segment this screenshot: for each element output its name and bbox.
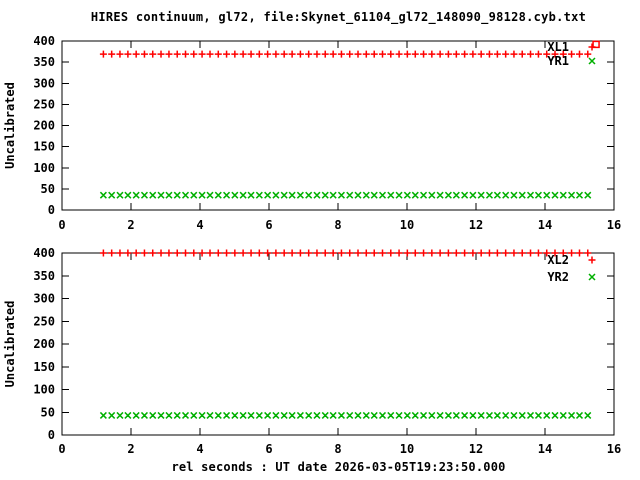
plot-frame (61, 252, 615, 436)
axis-ticks (61, 252, 615, 436)
x-tick-label: 12 (469, 442, 483, 456)
x-tick-label: 16 (607, 218, 621, 232)
legend-entry-YR1: YR1 (547, 54, 596, 68)
y-tick-label: 400 (33, 34, 55, 48)
y-axis-label: Uncalibrated (3, 301, 17, 388)
x-tick-label: 10 (400, 218, 414, 232)
x-tick-label: 10 (400, 442, 414, 456)
series-YR2 (99, 411, 592, 419)
x-tick-label: 6 (265, 442, 272, 456)
y-tick-label: 200 (33, 119, 55, 133)
y-tick-label: 300 (33, 292, 55, 306)
y-tick-label: 250 (33, 314, 55, 328)
legend-entry-XL2: XL2 (547, 253, 596, 267)
x-tick-label: 2 (127, 218, 134, 232)
legend-label: YR2 (547, 270, 569, 284)
axis-ticks (61, 40, 615, 211)
legend-entry-YR2: YR2 (547, 270, 596, 284)
open-square-marker (592, 40, 600, 49)
series-XL2 (99, 249, 592, 257)
y-tick-label: 0 (48, 203, 55, 217)
panel-bottom: 0 2 4 6 8 10 12 14 16 0 50 100 150 200 250 300 350 400 Unc… (3, 246, 621, 456)
legend-label: XL1 (547, 40, 569, 54)
series-YR1 (99, 191, 592, 199)
x-tick-label: 8 (334, 218, 341, 232)
x-tick-label: 0 (58, 442, 65, 456)
y-tick-label: 50 (41, 182, 55, 196)
x-tick-label: 14 (538, 442, 552, 456)
x-tick-label: 8 (334, 442, 341, 456)
x-tick-label: 14 (538, 218, 552, 232)
y-tick-label: 150 (33, 360, 55, 374)
y-tick-label: 100 (33, 383, 55, 397)
cross-marker (588, 273, 596, 281)
y-tick-label: 150 (33, 140, 55, 154)
y-tick-label: 250 (33, 97, 55, 111)
y-tick-label: 350 (33, 269, 55, 283)
x-tick-label: 0 (58, 218, 65, 232)
plot-frame (61, 40, 615, 211)
panel-top: 0 2 4 6 8 10 12 14 16 0 50 100 150 200 250 300 350 400 Unc… (3, 34, 621, 232)
plot-title: HIRES continuum, gl72, file:Skynet_61104… (90, 10, 587, 24)
x-tick-label: 4 (196, 442, 203, 456)
y-tick-label: 400 (33, 246, 55, 260)
legend-label: XL2 (547, 253, 569, 267)
cross-marker (588, 57, 596, 65)
y-tick-label: 200 (33, 337, 55, 351)
y-tick-label: 350 (33, 55, 55, 69)
y-tick-label: 100 (33, 161, 55, 175)
series-XL1 (99, 50, 592, 58)
x-tick-label: 6 (265, 218, 272, 232)
x-tick-label: 2 (127, 442, 134, 456)
x-tick-label: 4 (196, 218, 203, 232)
y-tick-label: 300 (33, 76, 55, 90)
plus-marker (588, 256, 596, 264)
x-tick-label: 12 (469, 218, 483, 232)
x-axis-label: rel seconds : UT date 2026-03-05T19:23:5… (171, 460, 506, 474)
x-tick-label: 16 (607, 442, 621, 456)
y-tick-label: 0 (48, 428, 55, 442)
legend-entry-XL1: XL1 (547, 40, 596, 54)
plus-marker (588, 43, 596, 51)
legend-label: YR1 (547, 54, 569, 68)
y-axis-label: Uncalibrated (3, 82, 17, 169)
y-tick-label: 50 (41, 405, 55, 419)
